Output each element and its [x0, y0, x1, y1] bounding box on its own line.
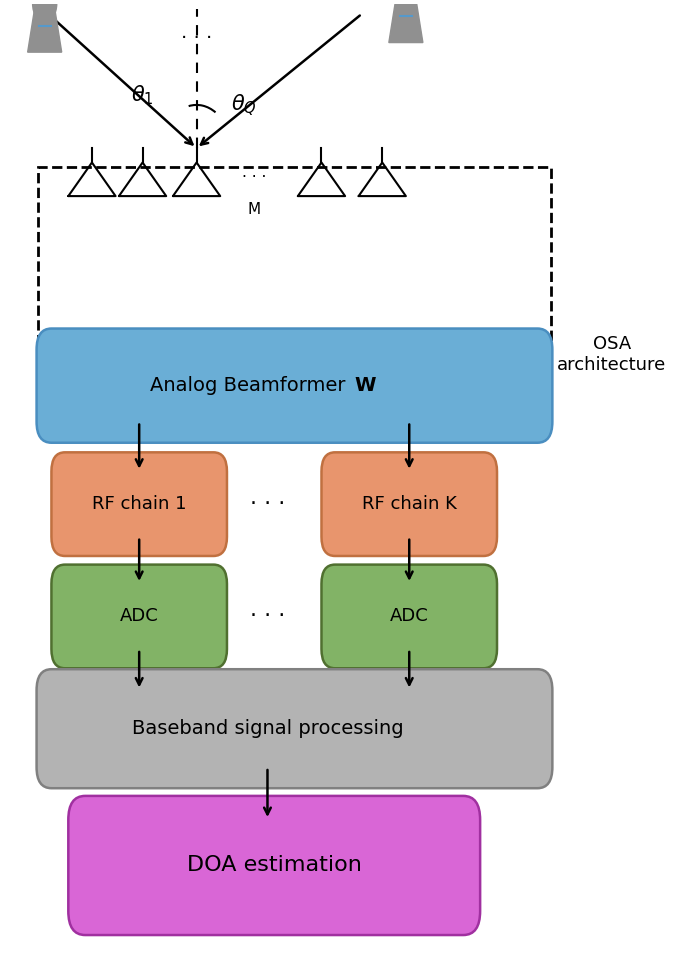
Text: RF chain 1: RF chain 1: [92, 496, 186, 513]
Polygon shape: [389, 0, 423, 43]
Text: RF chain K: RF chain K: [362, 496, 457, 513]
Text: ADC: ADC: [120, 608, 158, 625]
FancyBboxPatch shape: [321, 452, 497, 556]
Text: $\theta_1$: $\theta_1$: [132, 83, 154, 107]
Bar: [38, 167, 551, 431]
Text: · · ·: · · ·: [250, 606, 285, 626]
FancyBboxPatch shape: [321, 564, 497, 668]
Ellipse shape: [32, 0, 58, 23]
Text: W: W: [355, 377, 376, 395]
Text: · · ·: · · ·: [242, 170, 266, 185]
Text: $\theta_Q$: $\theta_Q$: [231, 92, 257, 118]
FancyBboxPatch shape: [68, 796, 480, 935]
Polygon shape: [27, 8, 62, 52]
FancyBboxPatch shape: [36, 328, 552, 442]
Text: Analog Beamformer: Analog Beamformer: [150, 377, 358, 395]
FancyBboxPatch shape: [51, 564, 227, 668]
Text: Baseband signal processing: Baseband signal processing: [132, 719, 403, 739]
Ellipse shape: [393, 0, 419, 14]
Text: OSA
architecture: OSA architecture: [557, 335, 667, 374]
FancyBboxPatch shape: [36, 669, 552, 788]
Text: . . .: . . .: [181, 23, 212, 43]
FancyBboxPatch shape: [51, 452, 227, 556]
Text: ADC: ADC: [390, 608, 429, 625]
Text: M: M: [247, 202, 260, 217]
Text: DOA estimation: DOA estimation: [187, 856, 362, 875]
Text: · · ·: · · ·: [250, 494, 285, 514]
